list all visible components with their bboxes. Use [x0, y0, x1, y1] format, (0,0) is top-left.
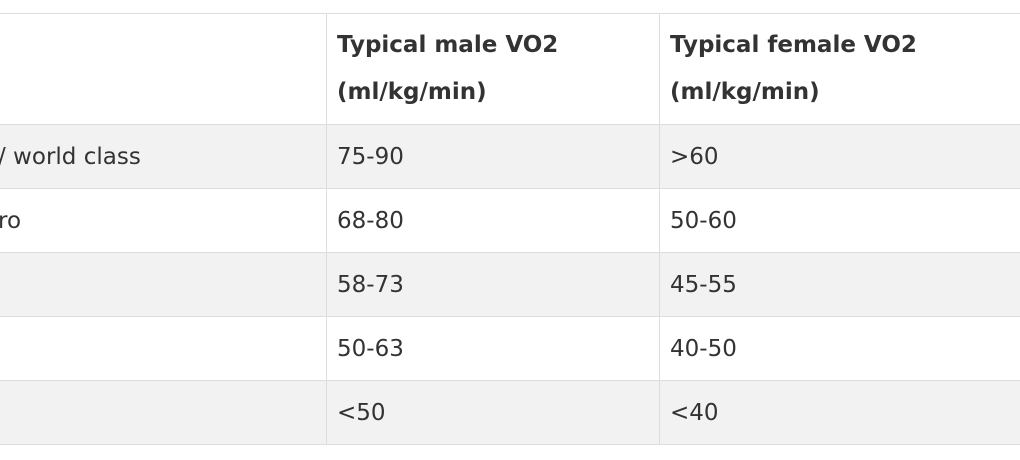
table-cell: 58-73: [326, 252, 659, 316]
header-cell: Typical male VO2 (ml/kg/min): [326, 13, 659, 124]
table-cell: / world class: [0, 124, 326, 188]
table-cell: ro: [0, 188, 326, 252]
header-cell: Typical female VO2 (ml/kg/min): [659, 13, 1020, 124]
table-cell: 40-50: [659, 316, 1020, 380]
table-cell: 68-80: [326, 188, 659, 252]
table-cell: <50: [326, 380, 659, 444]
table-cell: 75-90: [326, 124, 659, 188]
table-cell: 45-55: [659, 252, 1020, 316]
table-cell: [0, 252, 326, 316]
table-border: [0, 444, 1020, 445]
table-cell: [0, 380, 326, 444]
table-cell: >60: [659, 124, 1020, 188]
table-cell: <40: [659, 380, 1020, 444]
table-cell: [0, 316, 326, 380]
table-cell: 50-63: [326, 316, 659, 380]
table-cell: 50-60: [659, 188, 1020, 252]
header-cell: [0, 13, 326, 124]
